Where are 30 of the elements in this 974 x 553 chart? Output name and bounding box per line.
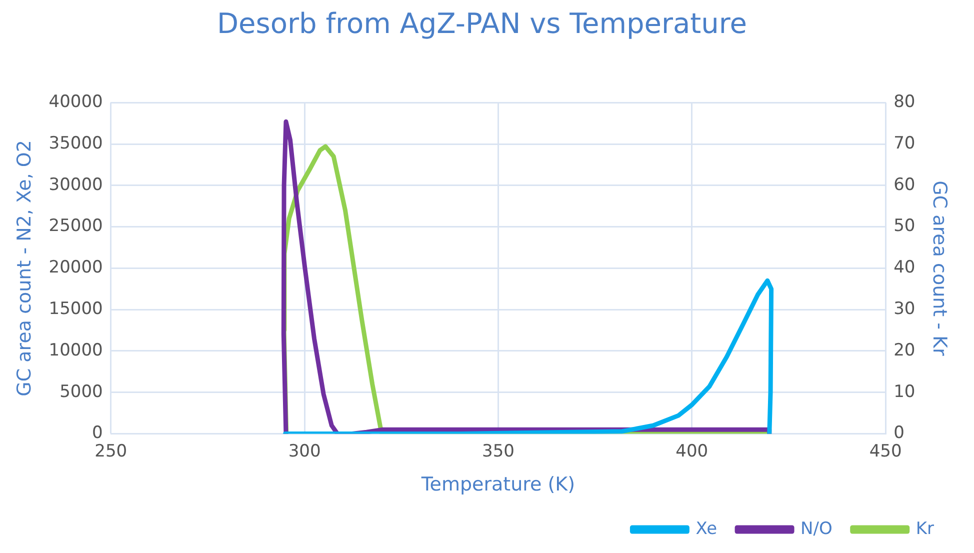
y-axis-title: GC area count - N2, Xe, O2 [13, 140, 36, 396]
legend-label: Xe [696, 518, 718, 539]
y-tick-label: 20000 [48, 258, 103, 278]
x-tick-label: 450 [869, 441, 902, 462]
y-tick-label: 30000 [48, 174, 103, 195]
y-tick-label: 25000 [48, 216, 103, 236]
y2-tick-label: 0 [894, 423, 904, 444]
y2-tick-label: 80 [894, 92, 916, 112]
y2-tick-label: 40 [894, 258, 916, 278]
x-tick-label: 300 [288, 441, 321, 462]
x-tick-label: 250 [94, 441, 128, 462]
legend-label: N/O [800, 518, 832, 539]
y-tick-label: 40000 [48, 92, 103, 112]
legend-label: Kr [916, 518, 934, 539]
y-tick-label: 10000 [48, 340, 103, 360]
y-tick-label: 15000 [48, 299, 103, 320]
y-tick-label: 35000 [48, 133, 103, 154]
y-tick-label: 0 [92, 423, 103, 444]
y2-tick-label: 10 [894, 382, 916, 402]
x-axis-title: Temperature (K) [420, 474, 576, 496]
y-tick-label: 5000 [60, 382, 103, 402]
y2-tick-label: 30 [894, 299, 916, 320]
y2-tick-label: 60 [894, 174, 916, 195]
y2-tick-label: 70 [894, 133, 916, 154]
x-tick-label: 400 [676, 441, 708, 462]
y2-tick-label: 50 [894, 216, 916, 236]
y2-axis-title: GC area count - Kr [928, 180, 951, 356]
y2-tick-label: 20 [894, 340, 916, 360]
x-tick-label: 350 [482, 441, 514, 462]
chart-title: Desorb from AgZ-PAN vs Temperature [217, 7, 747, 40]
